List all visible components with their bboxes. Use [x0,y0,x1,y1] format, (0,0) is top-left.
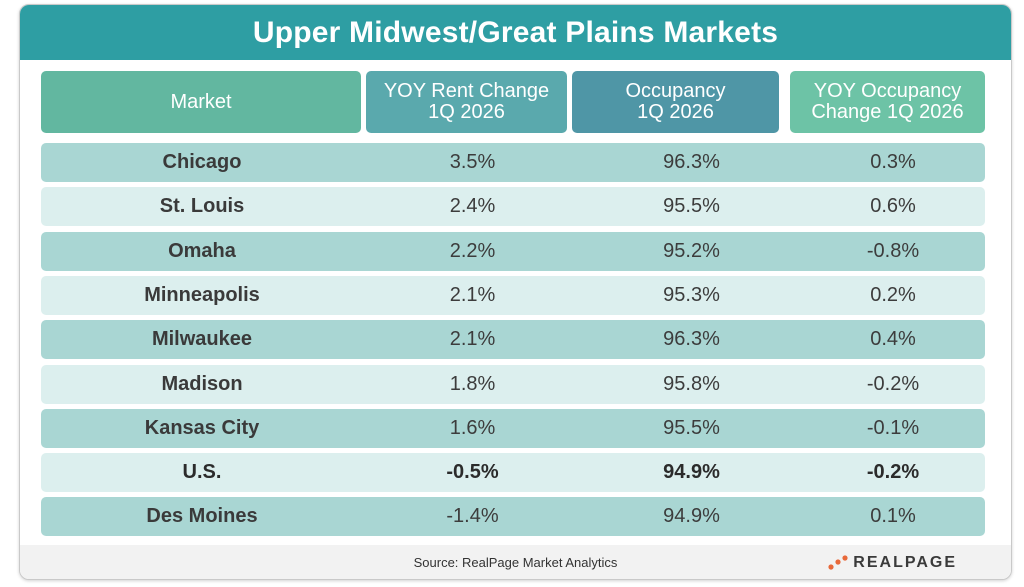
header-market: Market [41,71,361,133]
header-occupancy-change-label: YOY Occupancy Change 1Q 2026 [811,80,964,123]
cell-market: Milwaukee [151,328,253,351]
cell-rent-change: 1.6% [449,416,496,439]
cell-occupancy: 95.2% [663,239,720,262]
table-row: St. Louis 2.4% 95.5% 0.6% [41,187,985,227]
cell-occupancy-change: -0.8% [866,239,920,262]
cell-occupancy: 94.9% [663,461,720,484]
header-occupancy-change: YOY Occupancy Change 1Q 2026 [790,71,985,133]
footer: Source: RealPage Market Analytics REALPA… [20,545,1011,579]
header-rent-change-label: YOY Rent Change 1Q 2026 [383,80,550,123]
cell-occupancy-change: 0.2% [870,283,916,306]
cell-market: Kansas City [144,416,260,439]
table-row: Omaha 2.2% 95.2% -0.8% [41,231,985,271]
table-row: Milwaukee 2.1% 96.3% 0.4% [41,320,985,360]
cell-occupancy: 95.3% [663,283,720,306]
cell-occupancy-change: 0.3% [870,151,916,173]
cell-occupancy-change: -0.1% [866,416,920,439]
cell-market: Madison [161,372,243,395]
cell-occupancy-change: 0.6% [870,195,916,218]
cell-rent-change: 2.1% [449,283,496,306]
cell-rent-change: 2.2% [449,239,496,262]
cell-occupancy: 94.9% [663,505,720,528]
header-occupancy: Occupancy 1Q 2026 [572,71,779,133]
source-note: Source: RealPage Market Analytics [413,554,618,570]
cell-occupancy: 95.5% [663,195,720,218]
cell-rent-change: -1.4% [446,505,499,528]
cell-occupancy: 96.3% [663,328,720,351]
cell-occupancy: 95.5% [663,416,720,439]
header-occupancy-label: Occupancy 1Q 2026 [625,80,726,123]
table-row: U.S. -0.5% 94.9% -0.2% [41,453,985,493]
cell-rent-change: 3.5% [449,151,496,173]
cell-occupancy-change: -0.2% [866,372,920,395]
cell-rent-change: 2.4% [449,195,496,218]
logo-dots-icon [828,555,848,570]
cell-occupancy: 95.8% [663,372,720,395]
header-market-label: Market [170,90,232,113]
cell-rent-change: 2.1% [449,328,496,351]
table-row: Des Moines -1.4% 94.9% 0.1% [41,497,985,537]
table-row: Madison 1.8% 95.8% -0.2% [41,364,985,404]
table-card: Upper Midwest/Great Plains Markets Marke… [19,4,1012,580]
cell-market: Omaha [168,239,236,262]
realpage-logo: REALPAGE [827,554,957,572]
cell-occupancy-change: 0.4% [870,328,916,351]
cell-market: Des Moines [146,505,258,528]
cell-occupancy: 96.3% [663,151,720,173]
cell-rent-change: 1.8% [449,372,496,395]
cell-occupancy-change: -0.2% [866,461,920,484]
cell-occupancy-change: 0.1% [870,505,916,528]
header-rent-change: YOY Rent Change 1Q 2026 [366,71,567,133]
cell-rent-change: -0.5% [446,461,499,484]
logo-wordmark: REALPAGE [853,554,957,571]
table-row: Kansas City 1.6% 95.5% -0.1% [41,408,985,448]
cell-market: U.S. [182,461,222,484]
cell-market: Chicago [162,151,242,173]
page-title: Upper Midwest/Great Plains Markets [20,5,1011,60]
table-row: Minneapolis 2.1% 95.3% 0.2% [41,275,985,315]
table-row: Chicago 3.5% 96.3% 0.3% [41,143,985,182]
cell-market: St. Louis [159,195,245,218]
cell-market: Minneapolis [144,283,260,306]
